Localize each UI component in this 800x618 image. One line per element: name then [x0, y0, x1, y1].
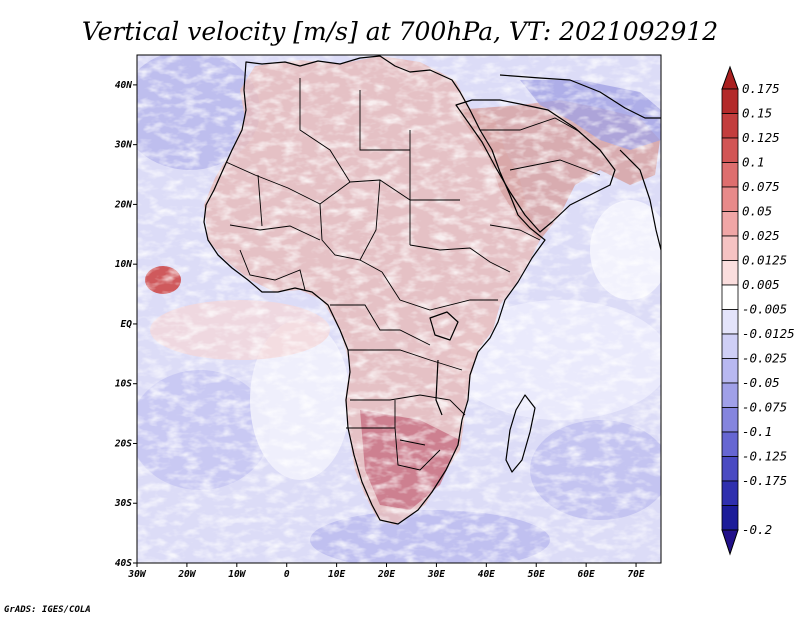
colorbar-box	[721, 431, 739, 457]
border	[225, 161, 411, 245]
colorbar-box	[721, 456, 739, 482]
lat-tick-label: 40S	[115, 558, 132, 569]
border	[489, 224, 541, 241]
border	[330, 304, 431, 346]
coastlines	[203, 55, 661, 525]
lon-tick-label: 50E	[528, 569, 545, 580]
colorbar-box	[721, 309, 739, 335]
colorbar-box	[721, 113, 739, 139]
colorbar-box	[721, 333, 739, 359]
africa-coastline	[203, 55, 546, 525]
longitude-axis: 30W 20W 10W 0 10E 20E 30E 40E 50E 60E 70E	[127, 563, 645, 580]
lat-tick-label: 20S	[114, 438, 132, 449]
colorbar: 0.175 0.15 0.125 0.1 0.075 0.05 0.025 0.0125 0.0…	[721, 65, 795, 556]
lon-tick-label: 30E	[427, 569, 445, 580]
madagascar-coastline	[505, 394, 536, 473]
colorbar-label: 0.175	[742, 81, 780, 96]
colorbar-label: -0.075	[742, 400, 787, 415]
lon-tick-label: 30W	[127, 569, 146, 580]
colorbar-label: 0.075	[742, 179, 780, 194]
border	[409, 244, 511, 273]
colorbar-label: -0.0125	[742, 326, 795, 341]
lake-victoria	[429, 311, 459, 341]
lat-tick-label: 30N	[114, 140, 132, 151]
colorbar-label: -0.2	[742, 522, 772, 537]
asia-coastline	[499, 74, 661, 119]
lon-tick-label: 70E	[627, 569, 644, 580]
credit-label: GrADS: IGES/COLA	[4, 605, 91, 615]
border	[359, 179, 381, 261]
colorbar-label: 0.05	[742, 204, 772, 219]
border	[348, 349, 463, 371]
lat-tick-label: 10N	[115, 259, 132, 270]
colorbar-box	[721, 186, 739, 212]
border	[409, 130, 460, 201]
colorbar-box	[721, 382, 739, 408]
border	[346, 427, 441, 471]
lon-tick-label: 20E	[377, 569, 395, 580]
colorbar-label: 0.005	[742, 277, 780, 292]
colorbar-label: -0.025	[742, 351, 787, 366]
border	[359, 90, 410, 151]
border	[319, 203, 383, 273]
border	[381, 271, 498, 311]
lat-tick-label: EQ	[121, 319, 133, 330]
country-borders	[225, 78, 601, 471]
lon-tick-label: 10W	[228, 569, 246, 580]
colorbar-box	[721, 358, 739, 384]
colorbar-box	[721, 407, 739, 433]
border	[509, 159, 601, 176]
lake-tanganyika	[435, 359, 443, 416]
colorbar-label: 0.0125	[742, 253, 787, 268]
border	[257, 174, 263, 227]
colorbar-label: -0.005	[742, 302, 787, 317]
arabia-coastline	[455, 99, 616, 233]
lat-tick-label: 10S	[115, 379, 132, 390]
colorbar-box	[721, 284, 739, 310]
latitude-axis: 40N 30N 20N 10N EQ 10S 20S 30S 40S	[114, 80, 137, 569]
colorbar-top-arrow	[721, 65, 739, 90]
border	[299, 78, 351, 183]
lon-tick-label: 60E	[578, 569, 595, 580]
lat-tick-label: 40N	[115, 80, 132, 91]
colorbar-label: 0.1	[742, 155, 765, 170]
colorbar-box	[721, 260, 739, 286]
lon-tick-label: 0	[284, 569, 290, 580]
lon-tick-label: 40E	[478, 569, 495, 580]
colorbar-label: 0.025	[742, 228, 780, 243]
map-frame	[136, 54, 662, 564]
lat-tick-label: 30S	[114, 498, 132, 509]
colorbar-box	[721, 235, 739, 261]
colorbar-box	[721, 88, 739, 114]
colorbar-box	[721, 162, 739, 188]
border	[480, 117, 581, 133]
colorbar-box	[721, 480, 739, 506]
velocity-field	[137, 55, 661, 563]
colorbar-label: 0.125	[742, 130, 780, 145]
noise-texture	[137, 55, 661, 563]
colorbar-label: -0.125	[742, 449, 787, 464]
lon-tick-label: 10E	[328, 569, 345, 580]
border	[229, 224, 321, 241]
india-coastline	[619, 149, 661, 251]
lon-tick-label: 20W	[177, 569, 196, 580]
colorbar-box	[721, 505, 739, 531]
colorbar-label: 0.15	[742, 106, 772, 121]
map-title: Vertical velocity [m/s] at 700hPa, VT: 2…	[82, 17, 718, 46]
colorbar-bottom-arrow	[721, 529, 739, 556]
colorbar-label: -0.175	[742, 473, 787, 488]
border	[239, 249, 306, 291]
colorbar-box	[721, 211, 739, 237]
border	[399, 439, 426, 446]
colorbar-label: -0.05	[742, 375, 780, 390]
colorbar-label: -0.1	[742, 424, 772, 439]
lat-tick-label: 20N	[114, 199, 132, 210]
colorbar-box	[721, 137, 739, 163]
border	[350, 394, 466, 416]
